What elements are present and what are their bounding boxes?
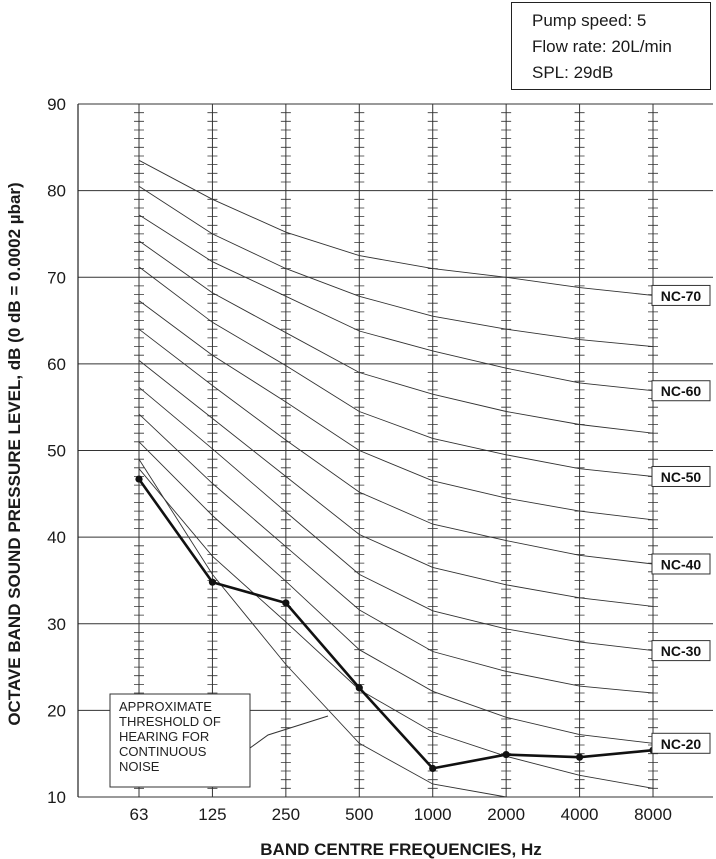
label-group-nc-30: NC-30 xyxy=(651,640,711,662)
curve-nc-45 xyxy=(138,300,654,521)
annotation-line-2: THRESHOLD OF xyxy=(119,714,221,729)
curve-nc-70 xyxy=(138,159,654,296)
x-tick-label-8000: 8000 xyxy=(634,805,672,824)
threshold-layer xyxy=(138,458,507,798)
label-nc-60: NC-60 xyxy=(661,383,702,399)
curve-nc-30 xyxy=(138,386,654,652)
label-box-nc-50 xyxy=(651,465,711,487)
label-group-nc-20: NC-20 xyxy=(651,732,711,754)
pump-speed-text: Pump speed: 5 xyxy=(532,11,647,30)
measured-point-63 xyxy=(135,475,143,483)
curve-nc-60 xyxy=(138,214,654,392)
x-tick-label-250: 250 xyxy=(272,805,300,824)
x-tick-label-500: 500 xyxy=(345,805,373,824)
label-group-nc-60: NC-60 xyxy=(651,380,711,402)
annotation-line-3: HEARING FOR xyxy=(119,729,209,744)
y-tick-label-80: 80 xyxy=(47,182,66,201)
label-box-nc-30 xyxy=(651,640,711,662)
y-tick-label-90: 90 xyxy=(47,95,66,114)
y-tick-label-40: 40 xyxy=(47,528,66,547)
x-tick-label-1000: 1000 xyxy=(414,805,452,824)
label-box-nc-60 xyxy=(651,380,711,402)
label-box-nc-70 xyxy=(651,284,711,306)
measured-point-1000 xyxy=(429,764,437,773)
label-group-nc-50: NC-50 xyxy=(651,465,711,487)
minor-ticks-1000 xyxy=(427,112,438,789)
curve-nc-20 xyxy=(138,441,654,744)
measured-point-500 xyxy=(355,684,363,692)
label-nc-20: NC-20 xyxy=(661,736,702,752)
y-tick-label-70: 70 xyxy=(47,268,66,287)
curve-nc-35 xyxy=(138,360,654,607)
minor-ticks-500 xyxy=(354,112,365,789)
label-nc-50: NC-50 xyxy=(661,469,702,485)
axis-layer: 10 20 30 40 50 60 70 80 90 63 125 250 500 1000 2000 400… xyxy=(47,95,672,824)
label-box-nc-40 xyxy=(651,553,711,575)
annotation-leader-line xyxy=(249,715,329,749)
annotation-box: APPROXIMATE THRESHOLD OF HEARING FOR CON… xyxy=(109,693,329,788)
measured-point-4000 xyxy=(575,753,584,761)
y-axis-title: OCTAVE BAND SOUND PRESSURE LEVEL, dB (0 … xyxy=(5,182,24,725)
minor-ticks-250 xyxy=(280,112,291,789)
y-tick-label-50: 50 xyxy=(47,442,66,461)
label-nc-40: NC-40 xyxy=(661,556,702,572)
measured-line xyxy=(137,478,654,770)
x-axis-title: BAND CENTRE FREQUENCIES, Hz xyxy=(260,840,541,859)
threshold-curve xyxy=(138,458,507,798)
annotation-frame xyxy=(109,693,251,788)
nc-curves-layer xyxy=(138,159,654,789)
measured-point-2000 xyxy=(502,750,510,759)
measured-point-250 xyxy=(282,599,290,607)
label-group-nc-70: NC-70 xyxy=(651,284,711,306)
label-nc-70: NC-70 xyxy=(661,288,702,304)
annotation-line-4: CONTINUOUS xyxy=(119,744,207,759)
info-box: Pump speed: 5 Flow rate: 20L/min SPL: 29… xyxy=(511,2,711,90)
spl-text: SPL: 29dB xyxy=(532,63,614,82)
x-tick-label-125: 125 xyxy=(198,805,226,824)
y-tick-label-20: 20 xyxy=(47,701,66,720)
x-tick-label-4000: 4000 xyxy=(561,805,599,824)
x-tick-label-63: 63 xyxy=(130,805,149,824)
curve-nc-55 xyxy=(138,240,654,434)
y-tick-label-10: 10 xyxy=(47,788,66,807)
y-tick-label-60: 60 xyxy=(47,355,66,374)
curve-nc-65 xyxy=(138,185,654,348)
label-group-nc-40: NC-40 xyxy=(651,553,711,575)
curve-nc-50 xyxy=(138,266,654,477)
curve-nc-25 xyxy=(138,413,654,694)
measured-point-125 xyxy=(208,578,217,586)
annotation-line-5: NOISE xyxy=(119,759,160,774)
flow-rate-text: Flow rate: 20L/min xyxy=(532,37,672,56)
y-tick-label-30: 30 xyxy=(47,615,66,634)
minor-ticks-4000 xyxy=(574,112,585,789)
x-tick-label-2000: 2000 xyxy=(487,805,525,824)
nc-labels-layer: NC-70 NC-60 NC-50 NC-40 NC-30 NC-20 xyxy=(651,284,711,754)
curve-nc-40 xyxy=(138,328,654,565)
label-nc-30: NC-30 xyxy=(661,643,702,659)
label-box-nc-20 xyxy=(651,732,711,754)
curve-nc-15 xyxy=(138,468,654,789)
annotation-line-1: APPROXIMATE xyxy=(119,699,212,714)
